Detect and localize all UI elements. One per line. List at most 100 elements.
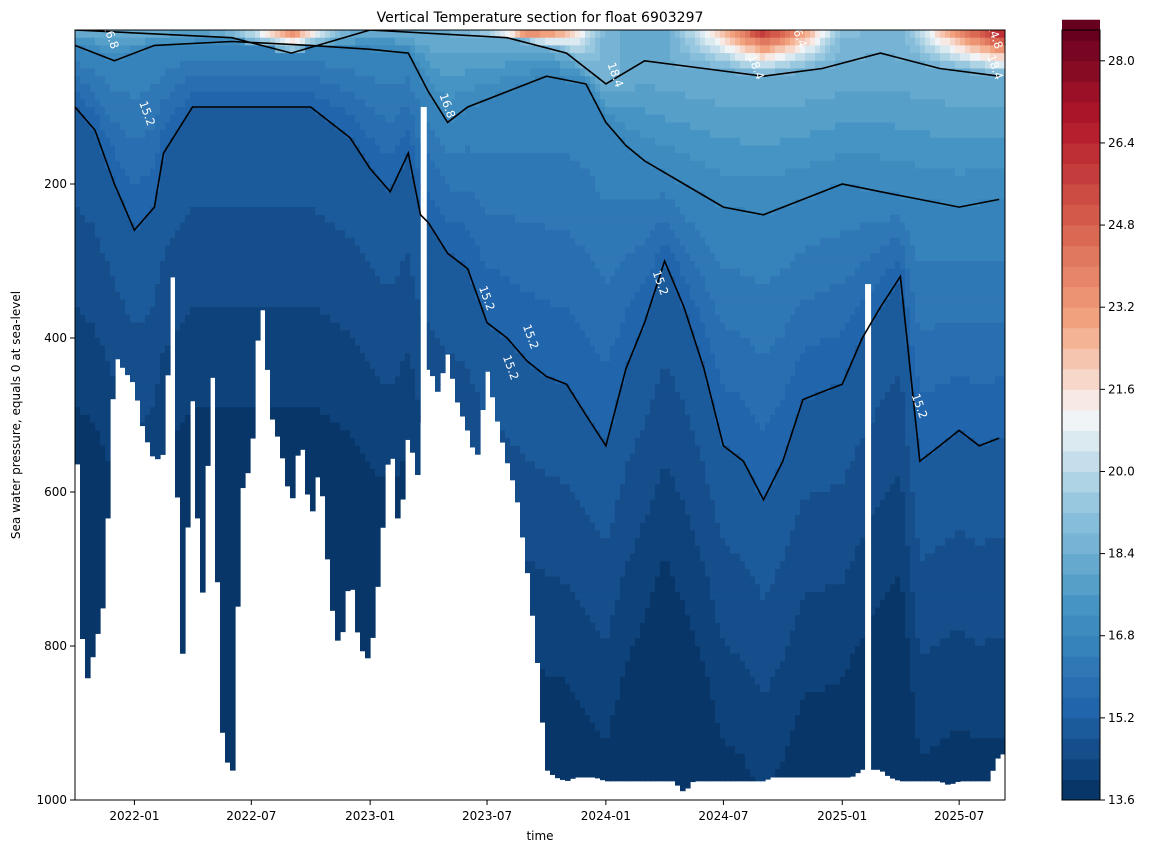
field-cell	[75, 214, 81, 224]
field-cell	[385, 130, 391, 139]
field-cell	[300, 60, 306, 70]
field-cell	[390, 230, 396, 239]
field-cell	[85, 299, 91, 308]
field-cell	[170, 207, 176, 216]
field-cell	[365, 476, 371, 485]
field-cell	[115, 230, 121, 239]
field-cell	[465, 184, 471, 193]
field-cell	[425, 114, 431, 123]
field-cell	[365, 83, 371, 93]
field-cell	[470, 407, 476, 416]
field-cell	[165, 160, 171, 170]
field-cell	[250, 91, 256, 100]
field-cell	[405, 207, 411, 216]
field-cell	[260, 60, 266, 70]
field-cell	[460, 145, 466, 154]
field-cell	[230, 99, 236, 108]
field-cell	[335, 515, 341, 524]
field-cell	[155, 345, 161, 354]
field-cell	[135, 37, 141, 46]
field-cell	[295, 422, 301, 431]
field-cell	[310, 261, 316, 270]
field-cell	[375, 168, 381, 177]
field-cell	[95, 538, 101, 547]
field-cell	[260, 30, 266, 39]
field-cell	[410, 276, 416, 285]
field-cell	[75, 91, 81, 100]
field-cell	[225, 368, 231, 378]
field-cell	[230, 461, 236, 470]
field-cell	[160, 445, 166, 455]
field-cell	[430, 291, 436, 301]
field-cell	[145, 222, 151, 231]
field-cell	[145, 168, 151, 177]
field-cell	[380, 60, 386, 70]
field-cell	[295, 45, 301, 54]
field-cell	[455, 299, 461, 308]
field-cell	[185, 368, 191, 378]
field-cell	[395, 507, 401, 516]
field-cell	[290, 445, 296, 455]
field-cell	[255, 199, 261, 208]
field-cell	[105, 422, 111, 431]
field-cell	[100, 507, 106, 516]
field-cell	[260, 114, 266, 123]
field-cell	[320, 207, 326, 216]
field-cell	[200, 253, 206, 262]
field-cell	[180, 507, 186, 516]
field-cell	[390, 45, 396, 54]
field-cell	[120, 91, 126, 100]
field-cell	[150, 130, 156, 139]
field-cell	[285, 237, 291, 247]
field-cell	[385, 114, 391, 123]
field-cell	[340, 68, 346, 77]
field-cell	[140, 407, 146, 416]
field-cell	[300, 222, 306, 231]
field-cell	[105, 299, 111, 308]
field-cell	[245, 168, 251, 177]
field-cell	[470, 176, 476, 185]
field-cell	[220, 676, 226, 686]
field-cell	[200, 245, 206, 254]
field-cell	[355, 492, 361, 501]
field-cell	[350, 407, 356, 416]
field-cell	[110, 245, 116, 254]
field-cell	[160, 176, 166, 185]
field-cell	[330, 607, 336, 611]
field-cell	[415, 53, 421, 62]
field-cell	[280, 130, 286, 139]
field-cell	[360, 515, 366, 524]
field-cell	[320, 83, 326, 93]
field-cell	[310, 45, 316, 54]
field-cell	[455, 184, 461, 193]
field-cell	[175, 122, 181, 131]
field-cell	[410, 214, 416, 224]
field-cell	[330, 492, 336, 501]
field-cell	[95, 468, 101, 478]
field-cell	[90, 76, 96, 85]
field-cell	[185, 407, 191, 416]
field-cell	[210, 230, 216, 239]
field-cell	[355, 338, 361, 347]
field-cell	[300, 445, 306, 450]
field-cell	[220, 576, 226, 585]
field-cell	[350, 307, 356, 316]
field-cell	[370, 268, 376, 277]
field-cell	[170, 253, 176, 262]
field-cell	[100, 461, 106, 470]
field-cell	[240, 214, 246, 224]
field-cell	[290, 199, 296, 208]
field-cell	[405, 291, 411, 301]
field-cell	[200, 307, 206, 316]
field-cell	[335, 361, 341, 370]
field-cell	[85, 599, 91, 609]
field-cell	[450, 345, 456, 354]
field-cell	[140, 368, 146, 378]
field-cell	[130, 53, 136, 62]
field-cell	[230, 492, 236, 501]
field-cell	[155, 376, 161, 385]
field-cell	[100, 237, 106, 247]
field-cell	[430, 307, 436, 316]
field-cell	[365, 199, 371, 208]
field-cell	[450, 214, 456, 224]
